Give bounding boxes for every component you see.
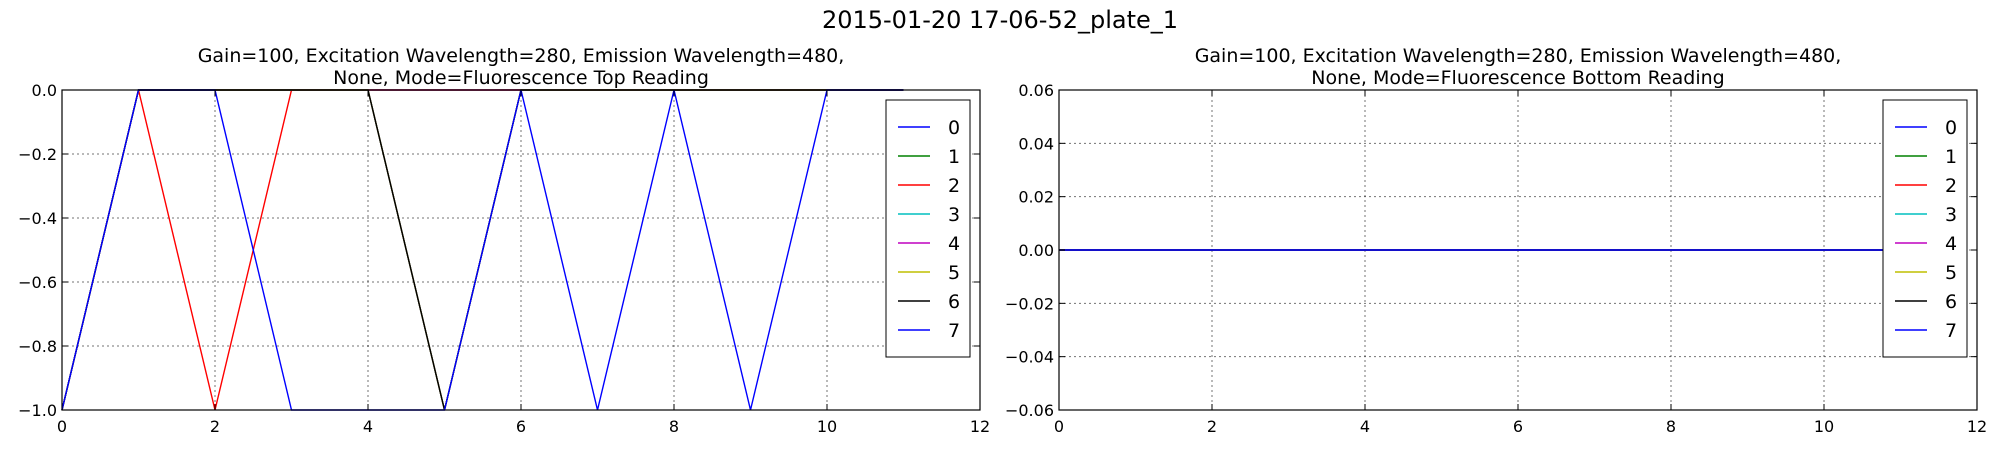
x-tick-label: 0 (57, 417, 67, 436)
y-tick-label: −1.0 (18, 401, 57, 420)
x-tick-label: 2 (210, 417, 220, 436)
x-tick-label: 12 (970, 417, 990, 436)
series-line-7 (61, 89, 904, 411)
y-tick-label: −0.06 (1005, 401, 1054, 420)
y-tick-label: −0.8 (18, 337, 57, 356)
legend-label: 4 (948, 233, 960, 255)
legend-label: 2 (1945, 175, 1957, 197)
legend: 0 1 2 3 4 5 6 7 (885, 99, 971, 358)
y-tick-label: 0.00 (1018, 241, 1054, 260)
x-tick-label: 12 (1967, 417, 1987, 436)
x-tick-label: 0 (1054, 417, 1064, 436)
legend-label: 0 (1945, 117, 1957, 139)
x-tick-label: 10 (1814, 417, 1834, 436)
legend-box (885, 99, 971, 358)
legend-box (1882, 99, 1968, 358)
y-tick-label: −0.04 (1005, 348, 1054, 367)
legend-label: 4 (1945, 233, 1957, 255)
panel-title-line: None, Mode=Fluorescence Top Reading (333, 67, 709, 89)
legend-label: 1 (1945, 146, 1957, 168)
chart-panel-1: Gain=100, Excitation Wavelength=280, Emi… (18, 45, 990, 436)
panel-title-line: Gain=100, Excitation Wavelength=280, Emi… (1195, 45, 1842, 67)
panel-title: Gain=100, Excitation Wavelength=280, Emi… (198, 45, 845, 89)
x-tick-label: 4 (363, 417, 373, 436)
y-tick-label: −0.6 (18, 273, 57, 292)
panel-title-line: None, Mode=Fluorescence Bottom Reading (1311, 67, 1724, 89)
figure-title: 2015-01-20 17-06-52_plate_1 (822, 6, 1178, 34)
legend-label: 3 (948, 204, 960, 226)
legend-label: 6 (948, 291, 960, 313)
x-tick-label: 6 (516, 417, 526, 436)
x-tick-label: 8 (669, 417, 679, 436)
legend-label: 7 (1945, 320, 1957, 342)
legend-label: 5 (948, 262, 960, 284)
x-tick-label: 10 (817, 417, 837, 436)
legend-label: 1 (948, 146, 960, 168)
panel-title-line: Gain=100, Excitation Wavelength=280, Emi… (198, 45, 845, 67)
x-tick-label: 2 (1207, 417, 1217, 436)
chart-panel-2: Gain=100, Excitation Wavelength=280, Emi… (1005, 45, 1987, 436)
y-tick-label: 0.0 (32, 81, 57, 100)
legend-label: 6 (1945, 291, 1957, 313)
y-tick-label: −0.02 (1005, 294, 1054, 313)
panel-title: Gain=100, Excitation Wavelength=280, Emi… (1195, 45, 1842, 89)
x-tick-label: 4 (1360, 417, 1370, 436)
legend-label: 5 (1945, 262, 1957, 284)
legend-label: 3 (1945, 204, 1957, 226)
y-tick-label: −0.2 (18, 145, 57, 164)
y-tick-label: 0.06 (1018, 81, 1054, 100)
y-tick-label: −0.4 (18, 209, 57, 228)
y-tick-label: 0.02 (1018, 188, 1054, 207)
legend-label: 2 (948, 175, 960, 197)
legend: 0 1 2 3 4 5 6 7 (1882, 99, 1968, 358)
x-tick-label: 8 (1666, 417, 1676, 436)
chart-panels: Gain=100, Excitation Wavelength=280, Emi… (18, 45, 1987, 436)
y-tick-label: 0.04 (1018, 134, 1054, 153)
legend-label: 0 (948, 117, 960, 139)
legend-label: 7 (948, 320, 960, 342)
x-tick-label: 6 (1513, 417, 1523, 436)
